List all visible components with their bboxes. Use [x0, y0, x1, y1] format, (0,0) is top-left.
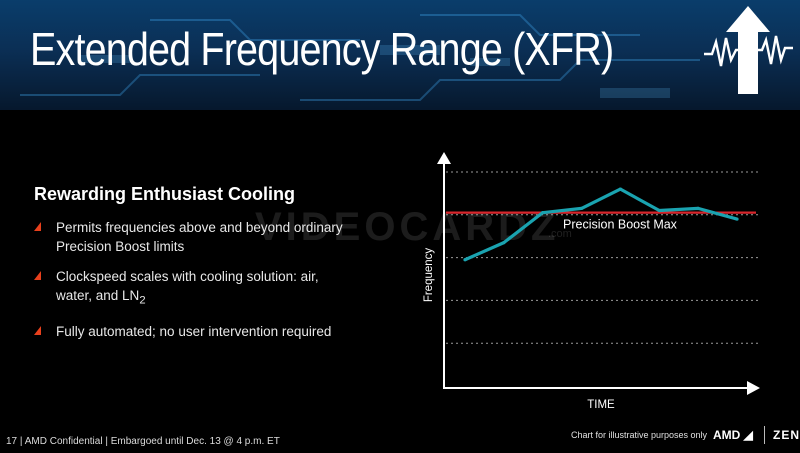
series-point [696, 206, 700, 210]
amd-arrow-icon: ◢ [743, 428, 753, 442]
series-point [735, 217, 739, 221]
bullet-item: Fully automated; no user intervention re… [34, 322, 354, 341]
x-axis-label: TIME [587, 399, 615, 411]
chart-disclaimer: Chart for illustrative purposes only [571, 430, 708, 440]
series-points [463, 187, 739, 262]
circuit-background [20, 14, 700, 101]
slide-title: Extended Frequency Range (XFR) [30, 23, 614, 75]
bullet-item: Clockspeed scales with cooling solution:… [34, 267, 354, 311]
section-heading: Rewarding Enthusiast Cooling [34, 184, 296, 204]
chart-grid [446, 171, 760, 344]
watermark-domain: .com [548, 228, 572, 240]
x-axis-arrowhead [747, 381, 760, 395]
series-point [463, 258, 467, 262]
logo-divider [764, 426, 765, 444]
triangle-bullet-icon [34, 325, 41, 335]
bullet-text: Permits frequencies above and beyond ord… [56, 220, 343, 254]
xfr-arrow-icon [704, 6, 793, 94]
footer-confidential: 17 | AMD Confidential | Embargoed until … [6, 436, 280, 447]
bullet-list: Permits frequencies above and beyond ord… [34, 218, 354, 352]
y-axis-label: Frequency [423, 248, 435, 303]
triangle-bullet-icon [34, 271, 41, 280]
bullet-text: Fully automated; no user intervention re… [56, 323, 332, 339]
series-line [464, 187, 738, 262]
bullet-item: Permits frequencies above and beyond ord… [34, 218, 354, 256]
series-point [502, 241, 506, 245]
bullet-text: Clockspeed scales with cooling solution:… [56, 269, 319, 303]
zen-logo: ZEN [773, 428, 800, 442]
series-point [579, 206, 584, 210]
amd-logo-text: AMD [713, 428, 741, 442]
amd-logo: AMD ◢ [713, 428, 753, 442]
subscript-2: 2 [139, 294, 146, 307]
series-point [657, 208, 661, 213]
triangle-bullet-icon [34, 222, 41, 231]
series-point [541, 211, 545, 215]
series-point [618, 187, 623, 191]
threshold-label: Precision Boost Max [563, 218, 678, 232]
y-axis-arrowhead [437, 152, 451, 164]
title-banner: Extended Frequency Range (XFR) [0, 0, 800, 110]
